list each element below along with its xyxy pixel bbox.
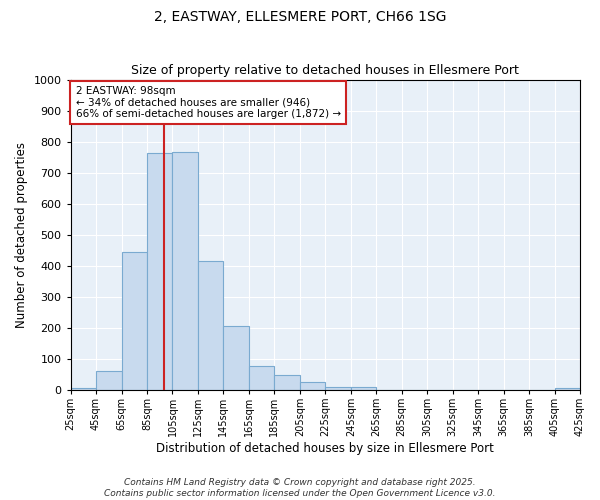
Bar bbox=[198, 261, 223, 390]
X-axis label: Distribution of detached houses by size in Ellesmere Port: Distribution of detached houses by size … bbox=[157, 442, 494, 455]
Bar bbox=[71, 388, 96, 390]
Bar bbox=[147, 152, 172, 390]
Bar bbox=[223, 326, 249, 390]
Bar bbox=[325, 387, 351, 390]
Bar bbox=[300, 382, 325, 390]
Bar bbox=[274, 376, 300, 390]
Bar bbox=[96, 372, 122, 390]
Bar bbox=[122, 252, 147, 390]
Text: 2 EASTWAY: 98sqm
← 34% of detached houses are smaller (946)
66% of semi-detached: 2 EASTWAY: 98sqm ← 34% of detached house… bbox=[76, 86, 341, 119]
Title: Size of property relative to detached houses in Ellesmere Port: Size of property relative to detached ho… bbox=[131, 64, 519, 77]
Bar bbox=[351, 387, 376, 390]
Bar bbox=[249, 366, 274, 390]
Text: 2, EASTWAY, ELLESMERE PORT, CH66 1SG: 2, EASTWAY, ELLESMERE PORT, CH66 1SG bbox=[154, 10, 446, 24]
Y-axis label: Number of detached properties: Number of detached properties bbox=[15, 142, 28, 328]
Bar bbox=[172, 152, 198, 390]
Bar bbox=[554, 388, 580, 390]
Text: Contains HM Land Registry data © Crown copyright and database right 2025.
Contai: Contains HM Land Registry data © Crown c… bbox=[104, 478, 496, 498]
